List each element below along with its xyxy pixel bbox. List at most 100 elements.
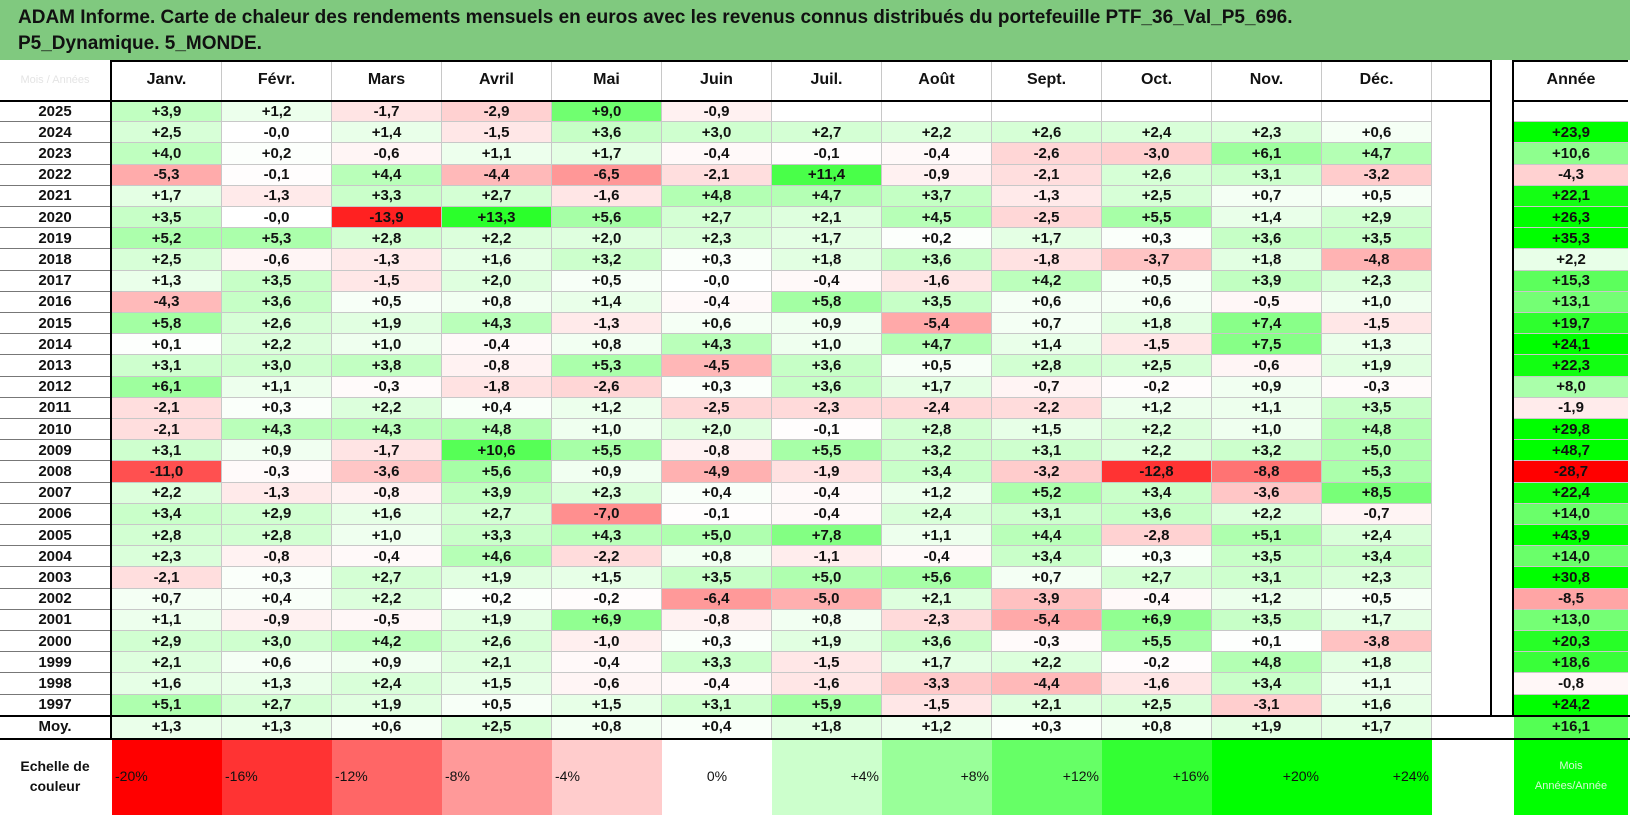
annual-cell: +35,3 <box>1514 228 1628 250</box>
heatmap-cell: -0,6 <box>1212 355 1322 377</box>
heatmap-cell: +3,4 <box>882 461 992 483</box>
heatmap-cell: +3,5 <box>1322 397 1432 419</box>
year-label: 2019 <box>0 228 110 250</box>
heatmap-cell: +5,2 <box>112 228 222 250</box>
heatmap-cell: +2,5 <box>1102 185 1212 207</box>
heatmap-cell: -1,8 <box>992 249 1102 271</box>
heatmap-cell: -1,0 <box>552 631 662 653</box>
title-bar: ADAM Informe. Carte de chaleur des rende… <box>0 0 1630 60</box>
heatmap-cell: +3,1 <box>112 355 222 377</box>
heatmap-cell: +3,8 <box>332 355 442 377</box>
annual-cell: -4,3 <box>1514 164 1628 186</box>
heatmap-cell: +2,6 <box>1102 164 1212 186</box>
heatmap-cell: -0,1 <box>662 503 772 525</box>
heatmap-cell: +2,2 <box>1102 419 1212 441</box>
heatmap-cell: +0,4 <box>442 397 552 419</box>
heatmap-cell: +5,0 <box>772 567 882 589</box>
heatmap-cell: +0,6 <box>1322 122 1432 144</box>
year-label: 2003 <box>0 567 110 589</box>
heatmap-cell: +2,7 <box>442 185 552 207</box>
heatmap-cell: -1,3 <box>222 482 332 504</box>
heatmap-cell: +3,6 <box>222 291 332 313</box>
heatmap-cell: -0,3 <box>222 461 332 483</box>
color-scale-extra: Mois Années/Année <box>1514 737 1628 815</box>
heatmap-cell: +1,1 <box>1212 397 1322 419</box>
heatmap-cell: +2,2 <box>992 652 1102 674</box>
year-label: 2020 <box>0 207 110 229</box>
heatmap-cell: -0,4 <box>772 482 882 504</box>
year-label: 2009 <box>0 440 110 462</box>
heatmap-cell: +2,0 <box>442 270 552 292</box>
heatmap-cell: +1,1 <box>1322 673 1432 695</box>
heatmap-cell: +11,4 <box>772 164 882 186</box>
average-cell: +0,6 <box>332 715 442 738</box>
heatmap-cell: +0,6 <box>662 313 772 335</box>
heatmap-cell <box>1322 101 1432 123</box>
heatmap-cell: +3,2 <box>552 249 662 271</box>
heatmap-cell: +3,1 <box>662 694 772 716</box>
heatmap-cell: +13,3 <box>442 207 552 229</box>
heatmap-cell: -0,4 <box>662 673 772 695</box>
average-bottom-border <box>0 737 1630 740</box>
heatmap-cell: +0,5 <box>442 694 552 716</box>
color-scale-step: +12% <box>992 737 1102 815</box>
heatmap-cell: +8,5 <box>1322 482 1432 504</box>
heatmap-cell: +3,6 <box>552 122 662 144</box>
heatmap-cell: +0,6 <box>1102 291 1212 313</box>
heatmap-cell: -1,3 <box>552 313 662 335</box>
heatmap-cell: +2,4 <box>1102 122 1212 144</box>
month-header: Avril <box>442 60 552 100</box>
heatmap-cell: -1,9 <box>772 461 882 483</box>
heatmap-cell: +3,5 <box>112 207 222 229</box>
color-scale-step: -4% <box>552 737 662 815</box>
heatmap-cell: +1,0 <box>332 334 442 356</box>
heatmap-cell: +2,7 <box>332 567 442 589</box>
heatmap-cell: +2,2 <box>882 122 992 144</box>
heatmap-cell: -0,7 <box>1322 503 1432 525</box>
heatmap-cell: -3,7 <box>1102 249 1212 271</box>
heatmap-cell: +0,8 <box>662 546 772 568</box>
heatmap-cell: +1,9 <box>332 694 442 716</box>
heatmap-cell: +5,3 <box>222 228 332 250</box>
year-label: 2013 <box>0 355 110 377</box>
heatmap-cell: +0,3 <box>662 249 772 271</box>
heatmap-cell: +2,7 <box>442 503 552 525</box>
heatmap-cell: -2,2 <box>552 546 662 568</box>
heatmap-cell: +0,4 <box>662 482 772 504</box>
heatmap-cell: +3,1 <box>992 503 1102 525</box>
month-header: Nov. <box>1212 60 1322 100</box>
heatmap-cell: -0,1 <box>772 143 882 165</box>
heatmap-cell: -0,1 <box>222 164 332 186</box>
heatmap-cell: +0,4 <box>222 588 332 610</box>
heatmap-cell: -1,6 <box>882 270 992 292</box>
annual-cell: -28,7 <box>1514 461 1628 483</box>
heatmap-cell: -0,8 <box>222 546 332 568</box>
chart-title: ADAM Informe. Carte de chaleur des rende… <box>18 7 1293 28</box>
heatmap-cell: -1,5 <box>882 694 992 716</box>
average-top-border <box>0 714 1630 717</box>
heatmap-cell: +5,3 <box>1322 461 1432 483</box>
heatmap-cell: +0,3 <box>222 397 332 419</box>
heatmap-cell: -5,4 <box>992 609 1102 631</box>
heatmap-cell: +0,7 <box>112 588 222 610</box>
heatmap-cell: +0,9 <box>772 313 882 335</box>
left-year-border <box>1512 60 1514 716</box>
heatmap-cell: +4,7 <box>772 185 882 207</box>
month-header: Sept. <box>992 60 1102 100</box>
heatmap-cell: +2,8 <box>222 525 332 547</box>
heatmap-cell: +0,2 <box>222 143 332 165</box>
heatmap-cell: -1,3 <box>992 185 1102 207</box>
heatmap-cell: +1,5 <box>442 673 552 695</box>
heatmap-cell: +4,4 <box>332 164 442 186</box>
heatmap-cell: +6,9 <box>1102 609 1212 631</box>
heatmap-cell: +0,2 <box>442 588 552 610</box>
heatmap-cell: -0,8 <box>332 482 442 504</box>
heatmap-cell: +3,2 <box>1212 440 1322 462</box>
heatmap-cell: +1,5 <box>552 567 662 589</box>
heatmap-cell: +3,4 <box>112 503 222 525</box>
annual-cell <box>1514 101 1628 123</box>
heatmap-cell: +6,1 <box>1212 143 1322 165</box>
color-scale-step: -16% <box>222 737 332 815</box>
heatmap-cell: +2,3 <box>1322 270 1432 292</box>
heatmap-cell: +3,5 <box>1212 546 1322 568</box>
